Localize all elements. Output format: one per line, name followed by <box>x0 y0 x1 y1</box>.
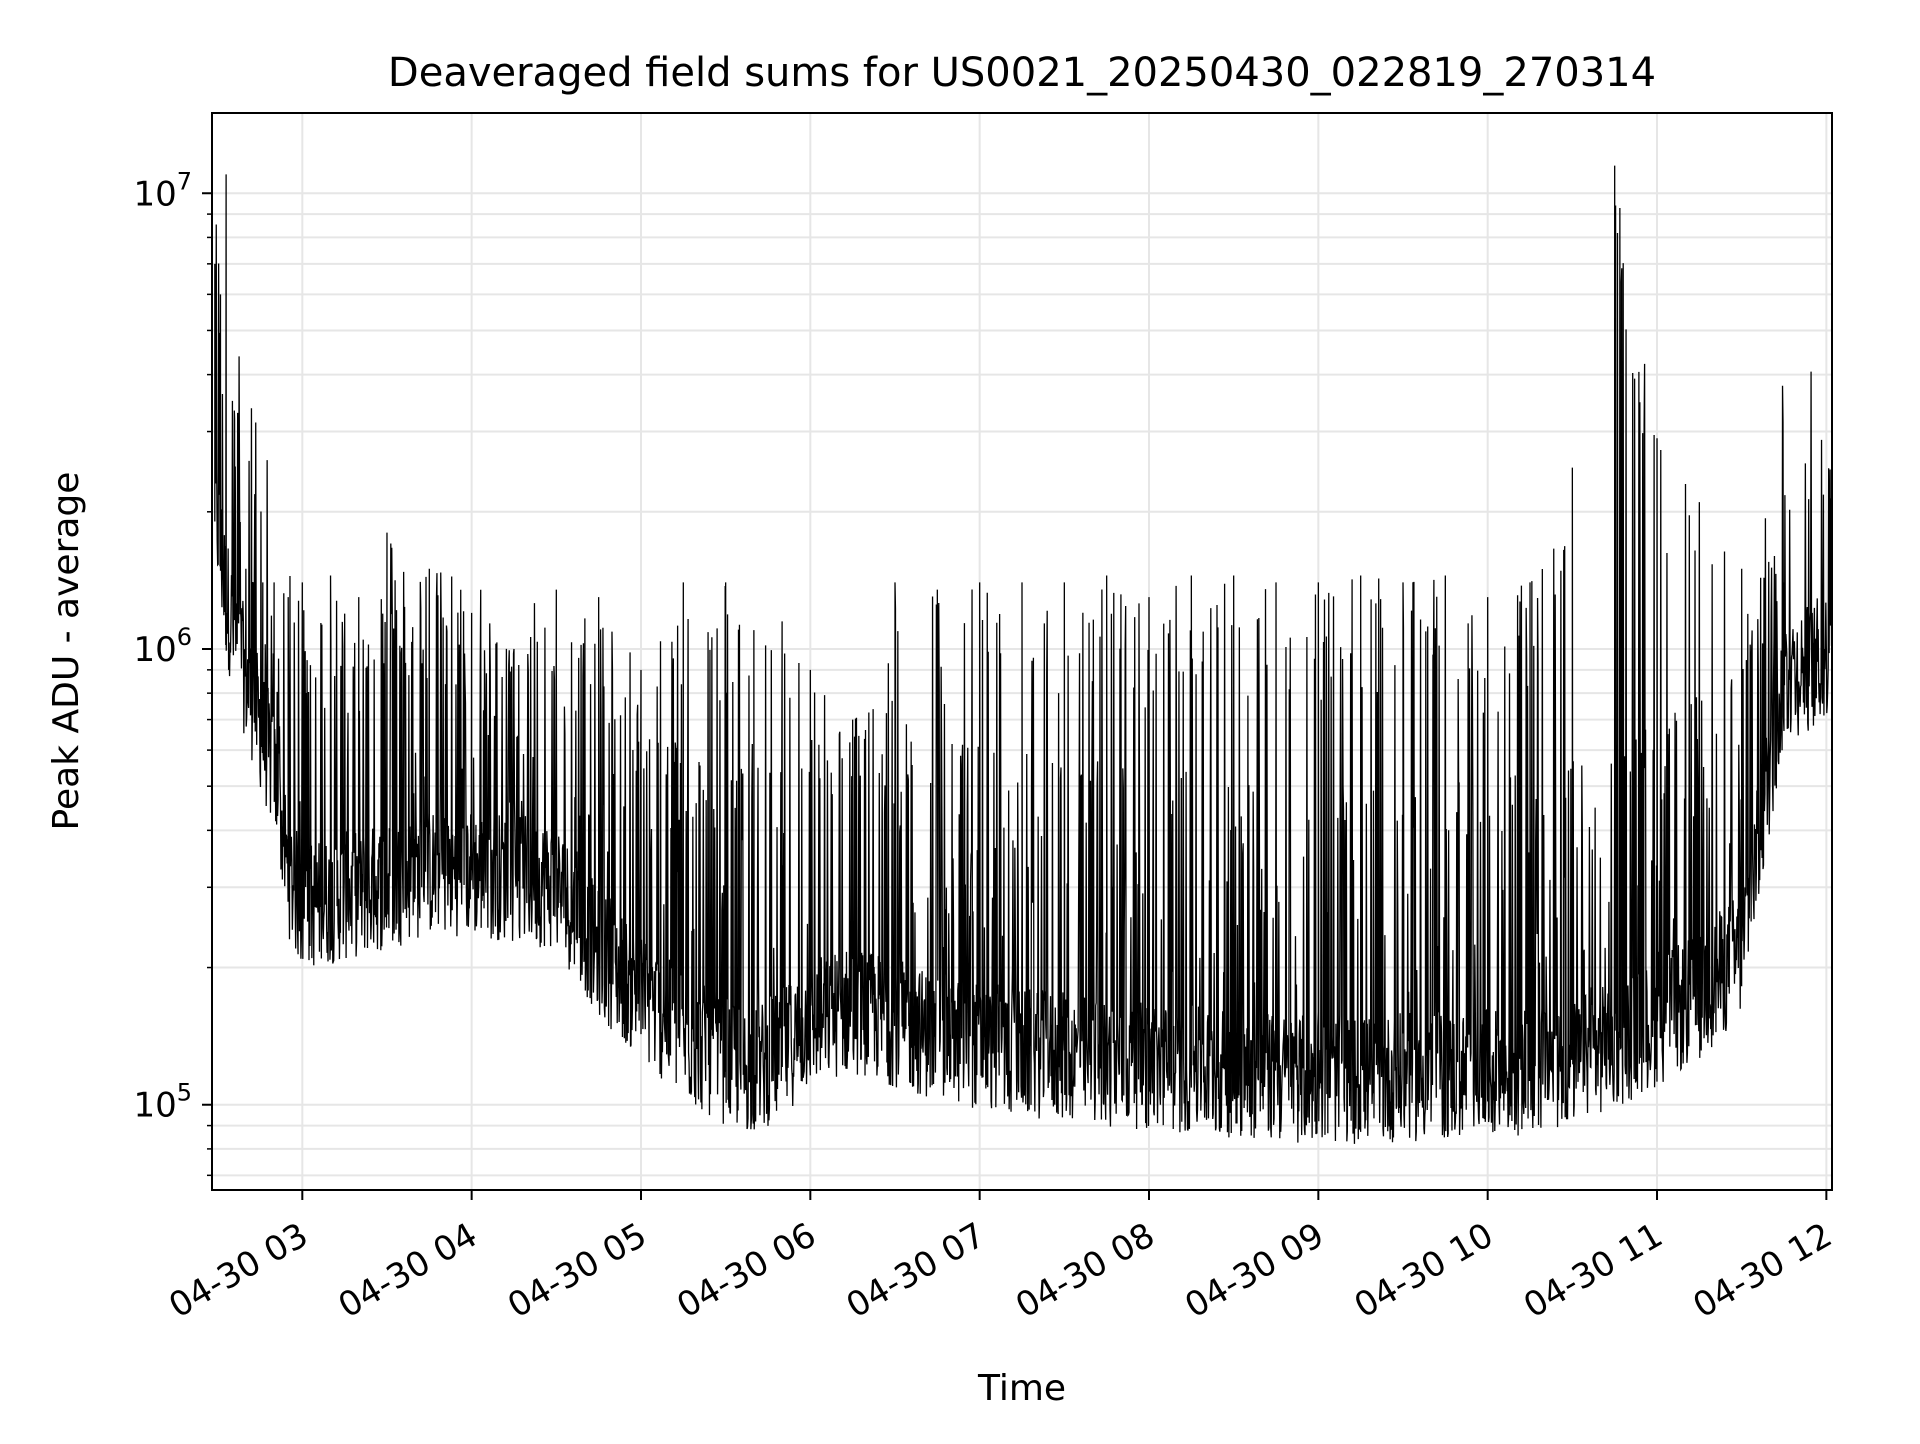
chart-title: Deaveraged field sums for US0021_2025043… <box>388 50 1656 96</box>
plot-frame <box>211 112 1833 1191</box>
y-tick-exponent: 6 <box>177 623 192 651</box>
x-axis-label: Time <box>977 1368 1066 1409</box>
y-tick-base: 10 <box>133 174 176 214</box>
y-tick-label: 106 <box>133 623 192 670</box>
y-tick-label: 107 <box>133 167 192 214</box>
y-tick-exponent: 7 <box>177 167 192 195</box>
y-tick-exponent: 5 <box>177 1079 192 1107</box>
y-axis-label: Peak ADU - average <box>46 472 87 831</box>
y-tick-base: 10 <box>133 1086 176 1126</box>
y-tick-label: 105 <box>133 1079 192 1126</box>
y-tick-base: 10 <box>133 630 176 670</box>
series-line <box>214 165 1833 1144</box>
series-layer <box>214 165 1833 1144</box>
